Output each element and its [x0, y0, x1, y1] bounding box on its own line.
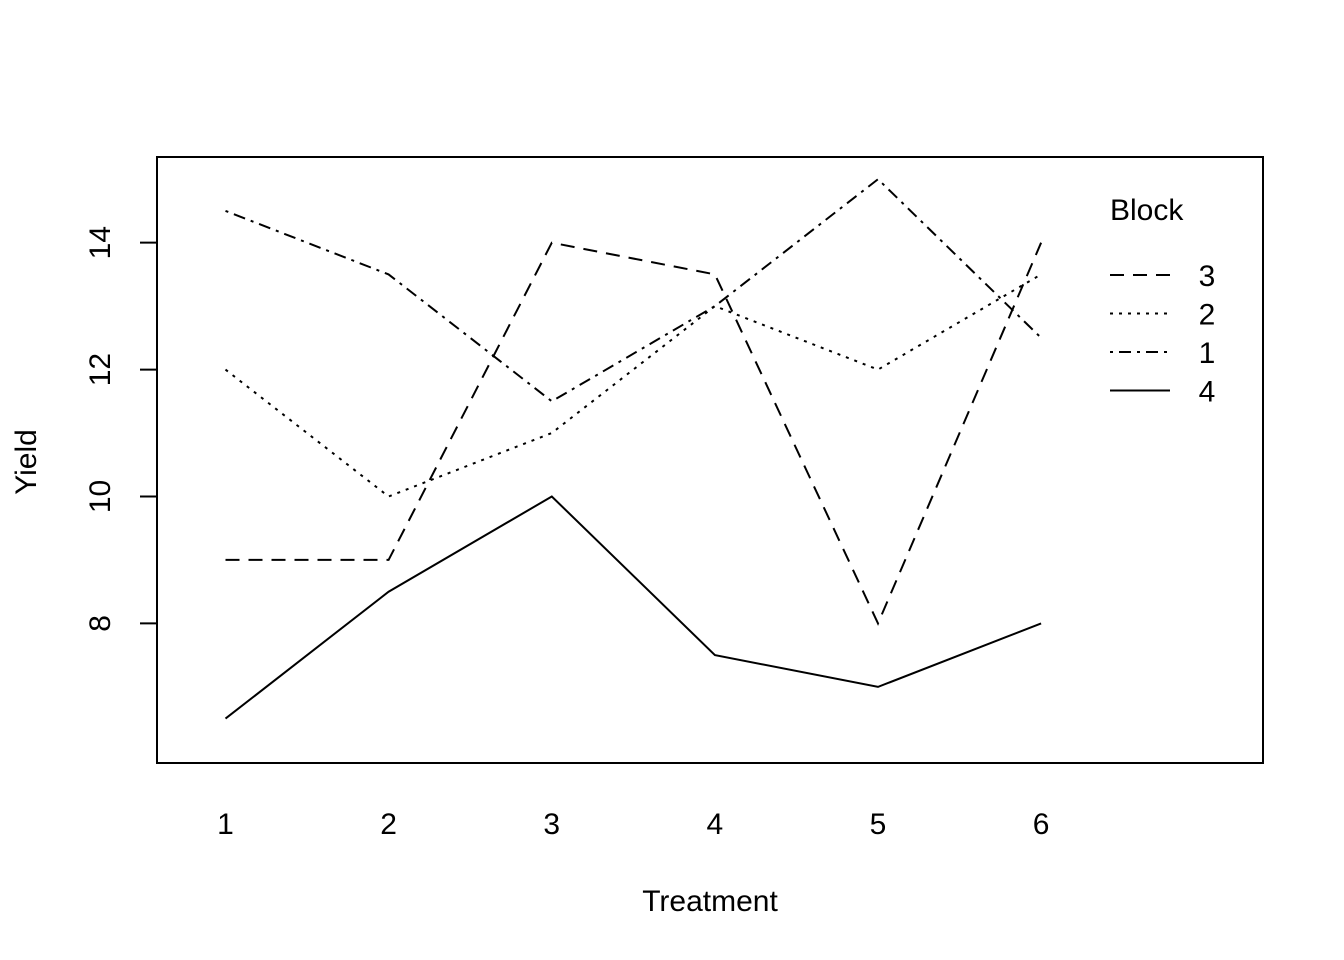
x-tick-label: 5	[870, 808, 887, 841]
x-tick-label: 1	[217, 808, 234, 841]
legend-title: Block	[1110, 194, 1184, 227]
x-tick-label: 4	[707, 808, 724, 841]
legend-label-block-1: 1	[1199, 337, 1216, 370]
y-axis: 8 10 12 14	[84, 226, 158, 632]
series-line-block-2	[224, 273, 1042, 498]
series-line-block-4	[224, 495, 1042, 720]
y-tick-label: 10	[84, 480, 117, 513]
x-tick-label: 6	[1033, 808, 1050, 841]
y-tick-label: 8	[84, 615, 117, 632]
y-axis-label: Yield	[10, 429, 43, 495]
series-line-block-1	[225, 177, 1042, 403]
x-tick-label: 2	[380, 808, 397, 841]
y-tick-label: 14	[84, 226, 117, 259]
series-line-block-3	[225, 241, 1043, 626]
y-tick-label: 12	[84, 353, 117, 386]
x-axis: 1 2 3 4 5 6	[217, 808, 1049, 841]
legend-label-block-2: 2	[1199, 299, 1216, 332]
legend: Block 3 2 1 4	[1110, 194, 1215, 409]
series-layer	[224, 177, 1043, 720]
x-tick-label: 3	[543, 808, 560, 841]
legend-label-block-3: 3	[1199, 260, 1216, 293]
legend-label-block-4: 4	[1199, 376, 1216, 409]
x-axis-label: Treatment	[642, 885, 778, 918]
plot-frame	[156, 156, 1264, 764]
